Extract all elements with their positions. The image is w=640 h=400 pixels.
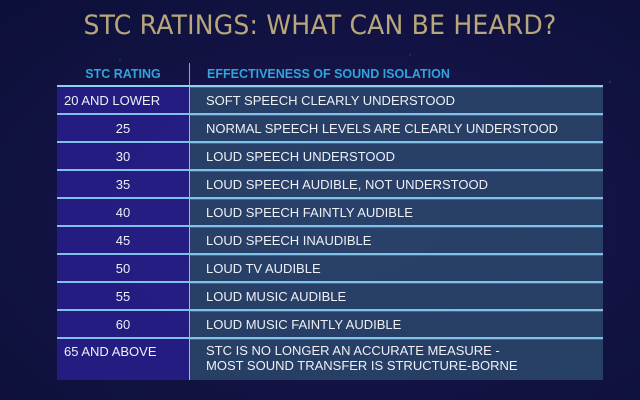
effect-cell: LOUD MUSIC AUDIBLE <box>189 283 603 309</box>
table-row: 55 LOUD MUSIC AUDIBLE <box>57 281 603 309</box>
effect-cell: SOFT SPEECH CLEARLY UNDERSTOOD <box>189 87 603 113</box>
page-title: STC RATINGS: WHAT CAN BE HEARD? <box>83 10 557 41</box>
header-stc-rating: STC RATING <box>85 67 161 81</box>
table-row: 65 AND ABOVE STC IS NO LONGER AN ACCURAT… <box>57 337 603 380</box>
effect-line: STC IS NO LONGER AN ACCURATE MEASURE - <box>206 343 500 358</box>
effect-cell: LOUD SPEECH FAINTLY AUDIBLE <box>189 199 603 225</box>
effect-cell: LOUD SPEECH AUDIBLE, NOT UNDERSTOOD <box>189 171 603 197</box>
effect-cell: STC IS NO LONGER AN ACCURATE MEASURE - M… <box>189 339 603 380</box>
rating-cell: 35 <box>57 171 189 197</box>
table-row: 35 LOUD SPEECH AUDIBLE, NOT UNDERSTOOD <box>57 169 603 197</box>
rating-cell: 25 <box>57 115 189 141</box>
stc-ratings-table: STC RATING EFFECTIVENESS OF SOUND ISOLAT… <box>57 63 603 380</box>
rating-cell: 40 <box>57 199 189 225</box>
table-header: STC RATING EFFECTIVENESS OF SOUND ISOLAT… <box>57 63 603 85</box>
rating-cell: 45 <box>57 227 189 253</box>
header-effectiveness: EFFECTIVENESS OF SOUND ISOLATION <box>189 63 603 85</box>
rating-cell: 20 AND LOWER <box>57 87 189 113</box>
table-row: 40 LOUD SPEECH FAINTLY AUDIBLE <box>57 197 603 225</box>
table-row: 60 LOUD MUSIC FAINTLY AUDIBLE <box>57 309 603 337</box>
rating-cell: 55 <box>57 283 189 309</box>
table-row: 30 LOUD SPEECH UNDERSTOOD <box>57 141 603 169</box>
effect-cell: LOUD SPEECH INAUDIBLE <box>189 227 603 253</box>
effect-cell: NORMAL SPEECH LEVELS ARE CLEARLY UNDERST… <box>189 115 603 141</box>
table-row: 20 AND LOWER SOFT SPEECH CLEARLY UNDERST… <box>57 85 603 113</box>
table-row: 50 LOUD TV AUDIBLE <box>57 253 603 281</box>
rating-cell: 30 <box>57 143 189 169</box>
table-row: 45 LOUD SPEECH INAUDIBLE <box>57 225 603 253</box>
rating-cell: 60 <box>57 311 189 337</box>
effect-cell: LOUD MUSIC FAINTLY AUDIBLE <box>189 311 603 337</box>
effect-cell: LOUD SPEECH UNDERSTOOD <box>189 143 603 169</box>
effect-cell: LOUD TV AUDIBLE <box>189 255 603 281</box>
effect-line: MOST SOUND TRANSFER IS STRUCTURE-BORNE <box>206 358 518 373</box>
rating-cell: 50 <box>57 255 189 281</box>
rating-cell: 65 AND ABOVE <box>57 339 189 380</box>
table-row: 25 NORMAL SPEECH LEVELS ARE CLEARLY UNDE… <box>57 113 603 141</box>
